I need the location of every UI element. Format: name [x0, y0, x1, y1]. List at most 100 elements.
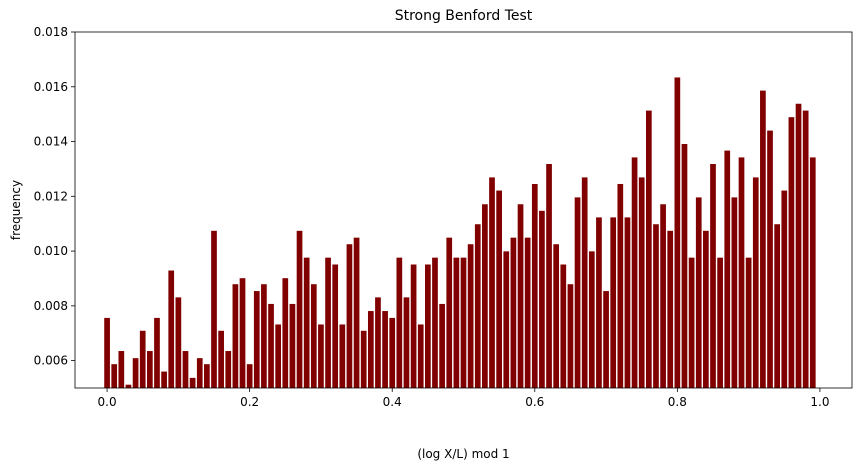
bar — [132, 358, 139, 388]
bar — [703, 230, 709, 388]
bar — [375, 297, 381, 388]
bar — [396, 257, 403, 388]
bar — [118, 351, 125, 388]
bar — [781, 190, 788, 388]
bar — [432, 257, 438, 388]
y-axis: 0.006 0.008 0.010 0.012 0.014 0.016 0.018 — [34, 25, 75, 368]
bar — [204, 364, 210, 388]
bar — [289, 303, 296, 388]
bar — [104, 317, 110, 388]
bar — [467, 244, 474, 388]
bar — [631, 157, 638, 388]
x-axis: 0.0 0.2 0.4 0.6 0.8 1.0 — [98, 388, 829, 409]
bar — [496, 190, 502, 388]
bar — [610, 217, 617, 388]
bar — [310, 284, 317, 388]
bar — [617, 183, 624, 388]
y-tick-label: 0.016 — [34, 80, 68, 94]
bar — [674, 77, 681, 389]
y-tick-label: 0.018 — [34, 25, 68, 39]
x-tick-label: 0.8 — [668, 395, 687, 409]
bar — [731, 197, 738, 388]
bar — [460, 257, 467, 388]
bar — [724, 150, 731, 388]
bar — [745, 257, 752, 388]
bar — [403, 297, 410, 388]
bar — [738, 157, 745, 388]
y-tick-label: 0.014 — [34, 135, 68, 149]
bar — [560, 264, 567, 388]
bar — [717, 257, 723, 388]
x-tick-label: 0.2 — [240, 395, 259, 409]
bar — [232, 284, 239, 388]
bar — [553, 244, 560, 388]
bar — [638, 177, 645, 388]
bar — [482, 204, 488, 388]
y-tick-label: 0.006 — [34, 354, 68, 368]
x-axis-label: (log X/L) mod 1 — [417, 447, 509, 461]
bar — [360, 330, 367, 388]
bar — [196, 358, 203, 388]
bar — [588, 251, 595, 388]
bar — [161, 371, 167, 388]
bar — [417, 324, 424, 388]
bar — [175, 297, 182, 388]
bar — [261, 284, 267, 388]
bar — [439, 303, 445, 388]
bar — [660, 204, 666, 388]
bar — [282, 278, 289, 388]
bar — [225, 351, 232, 388]
bar — [246, 364, 253, 388]
x-tick-label: 0.6 — [525, 395, 544, 409]
bar — [752, 177, 759, 388]
bar — [645, 110, 652, 388]
bar — [189, 377, 196, 388]
bar — [517, 204, 524, 388]
bar — [767, 130, 773, 388]
bar — [603, 291, 609, 388]
bar — [574, 197, 581, 388]
bar — [788, 117, 795, 389]
plot-area — [74, 31, 853, 389]
plot-frame — [74, 31, 853, 389]
bar — [524, 237, 531, 388]
bar — [154, 317, 160, 388]
y-axis-label: frequency — [9, 180, 23, 240]
bar — [695, 197, 702, 388]
bar — [688, 257, 695, 388]
x-tick-label: 0.4 — [383, 395, 402, 409]
bar — [809, 157, 816, 388]
bar — [653, 224, 659, 388]
bar — [111, 364, 118, 388]
bar — [389, 317, 396, 388]
bar — [139, 330, 146, 388]
bar — [624, 217, 631, 388]
bar — [802, 110, 809, 388]
bar — [474, 224, 481, 388]
bar — [182, 351, 189, 388]
bar — [425, 264, 431, 388]
y-tick-label: 0.010 — [34, 244, 68, 258]
bar — [275, 324, 282, 388]
bar — [760, 90, 766, 388]
bar — [147, 351, 153, 388]
bar — [318, 324, 324, 388]
bar — [567, 284, 574, 388]
bar — [353, 237, 360, 388]
bar — [774, 224, 780, 388]
x-tick-label: 1.0 — [810, 395, 829, 409]
bar — [325, 257, 331, 388]
bar — [296, 230, 303, 388]
bar — [253, 291, 260, 388]
bar — [382, 311, 388, 388]
bar — [453, 257, 460, 388]
bar — [125, 384, 132, 388]
bar — [531, 183, 538, 388]
bar — [667, 230, 674, 388]
bar — [339, 324, 346, 388]
bar — [539, 210, 545, 388]
bar — [346, 244, 353, 388]
bar — [795, 103, 802, 388]
x-tick-label: 0.0 — [98, 395, 117, 409]
